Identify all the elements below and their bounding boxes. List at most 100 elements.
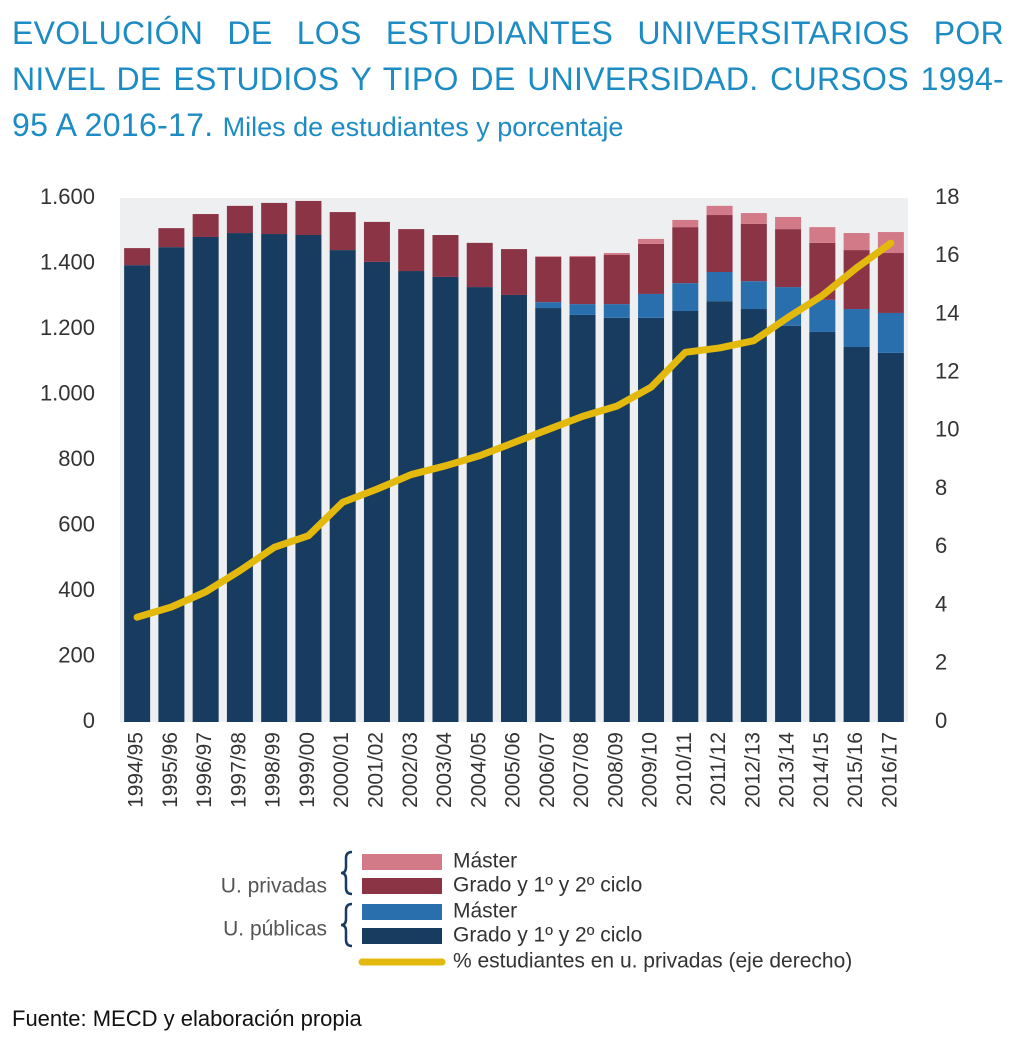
bar: [124, 248, 151, 266]
y-tick-label: 1.200: [40, 315, 95, 340]
x-tick-label: 2006/07: [536, 732, 559, 808]
bar: [329, 212, 356, 251]
x-tick-label: 2010/11: [673, 732, 696, 806]
bar: [226, 233, 253, 723]
bar: [432, 235, 459, 277]
x-tick-label: 2000/01: [330, 732, 353, 808]
bar: [672, 310, 699, 722]
bar: [740, 223, 767, 282]
bar: [501, 249, 527, 295]
bar: [706, 215, 733, 273]
bar: [672, 283, 699, 311]
x-tick-label: 1995/96: [159, 732, 182, 808]
bar: [672, 227, 699, 284]
bar: [877, 312, 904, 353]
bar: [192, 236, 219, 722]
legend-swatch: [362, 878, 442, 894]
bar: [569, 255, 596, 257]
legend-group: U. públicas: [223, 918, 327, 941]
legend-swatch: [362, 904, 442, 920]
x-tick-label: 2002/03: [399, 732, 422, 808]
bar: [877, 253, 904, 313]
bar: [809, 331, 836, 722]
y2-tick-label: 18: [935, 184, 959, 209]
bar: [535, 256, 562, 303]
legend-label: Máster: [453, 850, 517, 873]
bar: [192, 214, 219, 237]
bar: [843, 309, 870, 348]
x-tick-label: 2003/04: [433, 732, 456, 808]
bar: [158, 228, 185, 248]
bar: [295, 200, 322, 236]
bar: [466, 287, 493, 722]
bar: [124, 265, 151, 722]
bar: [740, 281, 767, 310]
y-tick-label: 1.400: [40, 249, 95, 274]
bar: [843, 347, 870, 722]
bar: [226, 205, 253, 234]
y2-tick-label: 12: [935, 358, 959, 383]
bar: [432, 276, 459, 722]
bar: [603, 317, 630, 722]
bar: [603, 254, 630, 305]
x-tick-label: 2005/06: [502, 732, 525, 808]
bar: [603, 253, 630, 255]
y2-tick-label: 4: [935, 591, 947, 616]
x-tick-label: 2015/16: [844, 732, 867, 808]
x-tick-label: 1999/00: [296, 732, 319, 808]
y-tick-label: 600: [58, 511, 95, 536]
y2-tick-label: 8: [935, 475, 947, 500]
bar: [877, 352, 904, 722]
bar: [740, 309, 767, 722]
chart-title: EVOLUCIÓN DE LOS ESTUDIANTES UNIVERSITAR…: [12, 10, 1004, 150]
bar: [535, 256, 562, 257]
y2-tick-label: 14: [935, 300, 959, 325]
line: [133, 239, 895, 621]
x-tick-label: 2004/05: [467, 732, 490, 808]
x-tick-label: 2012/13: [741, 732, 764, 808]
bar: [775, 229, 802, 288]
x-tick-label: 2008/09: [604, 732, 627, 808]
bar: [329, 250, 356, 722]
legend-label: Máster: [453, 900, 517, 923]
bar: [261, 234, 288, 722]
x-tick-label: 1994/95: [125, 732, 148, 808]
bar: [672, 219, 699, 228]
legend-label: Grado y 1º y 2º ciclo: [453, 874, 642, 897]
y-tick-label: 1.000: [40, 380, 95, 405]
bar: [706, 205, 733, 216]
legend-brace: [340, 902, 353, 948]
legend-swatch: [362, 928, 442, 944]
bar: [638, 243, 665, 294]
bar: [295, 235, 322, 722]
bar: [398, 229, 425, 272]
y-tick-label: 1.600: [40, 184, 95, 209]
bar: [843, 233, 870, 251]
bar: [261, 202, 288, 235]
y2-tick-label: 16: [935, 242, 959, 267]
chart: 0 200 400 600 800 1.000 1.200 1.400 1.600 0 2 4 6 8 10…: [40, 184, 960, 973]
bar: [809, 299, 836, 332]
bar: [363, 221, 390, 262]
y2-tick-label: 10: [935, 417, 959, 442]
bar: [638, 293, 665, 318]
y-tick-label: 0: [83, 708, 95, 733]
legend-label: % estudiantes en u. privadas (eje derech…: [453, 950, 852, 973]
source: Fuente: MECD y elaboración propia: [12, 1006, 362, 1031]
bar: [706, 301, 733, 722]
bar: [638, 238, 665, 244]
y2-tick-label: 2: [935, 650, 947, 675]
bar: [569, 256, 596, 305]
bar: [569, 314, 596, 722]
bar: [775, 216, 802, 230]
bar: [535, 302, 562, 309]
bar: [569, 304, 596, 315]
y2-tick-label: 0: [935, 708, 947, 733]
x-tick-label: 2013/14: [776, 732, 799, 808]
x-tick-label: 2001/02: [365, 732, 388, 808]
x-tick-label: 2016/17: [878, 732, 901, 808]
bar: [740, 213, 767, 224]
x-tick-label: 2011/12: [707, 732, 730, 806]
subtitle: Miles de estudiantes y porcentaje: [222, 112, 624, 142]
